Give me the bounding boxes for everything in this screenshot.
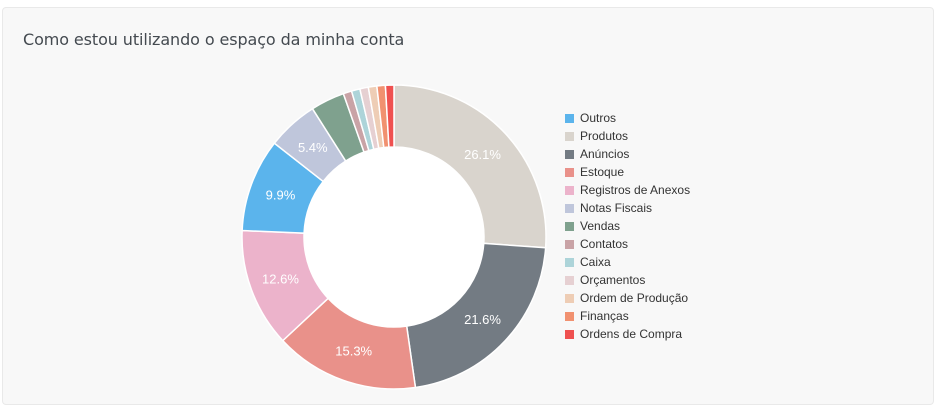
legend-item[interactable]: Contatos xyxy=(565,235,690,253)
legend-swatch xyxy=(565,131,574,141)
legend-swatch xyxy=(565,113,574,123)
legend-label: Notas Fiscais xyxy=(580,201,653,215)
legend-item[interactable]: Outros xyxy=(565,109,690,127)
card-title: Como estou utilizando o espaço da minha … xyxy=(23,30,405,49)
legend-item[interactable]: Anúncios xyxy=(565,145,690,163)
legend-item[interactable]: Finanças xyxy=(565,307,690,325)
legend-label: Ordem de Produção xyxy=(580,291,689,305)
legend-label: Contatos xyxy=(580,237,629,251)
legend-item[interactable]: Ordens de Compra xyxy=(565,325,690,343)
legend-label: Outros xyxy=(580,111,617,125)
legend-swatch xyxy=(565,311,574,321)
slice-label-1: 21.6% xyxy=(464,312,501,327)
legend-swatch xyxy=(565,275,574,285)
legend-label: Estoque xyxy=(580,165,625,179)
legend-label: Orçamentos xyxy=(580,273,646,287)
legend-item[interactable]: Vendas xyxy=(565,217,690,235)
slice-label-5: 5.4% xyxy=(298,140,328,155)
slice-0[interactable] xyxy=(393,84,547,249)
slice-label-3: 12.6% xyxy=(262,271,299,286)
donut-hole xyxy=(304,147,484,327)
chart-legend: Outros Produtos Anúncios Estoque Registros d… xyxy=(565,109,690,343)
legend-label: Vendas xyxy=(580,219,621,233)
legend-swatch xyxy=(565,167,574,177)
legend-swatch xyxy=(565,257,574,267)
legend-item[interactable]: Registros de Anexos xyxy=(565,181,690,199)
slice-1[interactable] xyxy=(405,242,547,389)
legend-label: Ordens de Compra xyxy=(580,327,683,341)
legend-swatch xyxy=(565,239,574,249)
legend-label: Caixa xyxy=(580,255,611,269)
legend-item[interactable]: Estoque xyxy=(565,163,690,181)
legend-item[interactable]: Caixa xyxy=(565,253,690,271)
legend-item[interactable]: Notas Fiscais xyxy=(565,199,690,217)
legend-swatch xyxy=(565,329,574,339)
slice-12[interactable] xyxy=(384,84,395,148)
legend-swatch xyxy=(565,293,574,303)
legend-swatch xyxy=(565,149,574,159)
legend-item[interactable]: Orçamentos xyxy=(565,271,690,289)
legend-item[interactable]: Produtos xyxy=(565,127,690,145)
legend-item[interactable]: Ordem de Produção xyxy=(565,289,690,307)
legend-swatch xyxy=(565,203,574,213)
legend-label: Anúncios xyxy=(580,147,630,161)
slice-label-0: 26.1% xyxy=(464,147,501,162)
legend-label: Registros de Anexos xyxy=(580,183,691,197)
legend-label: Produtos xyxy=(580,129,629,143)
legend-swatch xyxy=(565,221,574,231)
legend-label: Finanças xyxy=(580,309,629,323)
slice-label-4: 9.9% xyxy=(266,188,296,203)
legend-swatch xyxy=(565,185,574,195)
slice-label-2: 15.3% xyxy=(335,344,372,359)
